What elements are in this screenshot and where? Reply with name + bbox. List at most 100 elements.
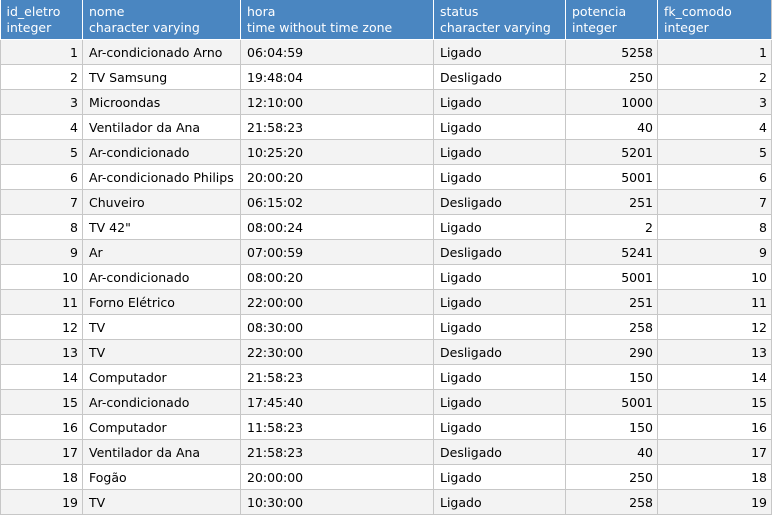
cell-hora[interactable]: 07:00:59 [240, 239, 434, 265]
cell-fk-comodo[interactable]: 19 [657, 489, 772, 515]
cell-potencia[interactable]: 5001 [565, 389, 658, 415]
cell-id-eletro[interactable]: 7 [0, 189, 83, 215]
cell-nome[interactable]: TV [82, 339, 241, 365]
cell-potencia[interactable]: 5258 [565, 39, 658, 65]
cell-status[interactable]: Ligado [433, 39, 566, 65]
cell-nome[interactable]: TV Samsung [82, 64, 241, 90]
table-row[interactable]: 5 Ar-condicionado 10:25:20 Ligado 5201 5 [0, 139, 772, 165]
cell-id-eletro[interactable]: 15 [0, 389, 83, 415]
cell-status[interactable]: Desligado [433, 439, 566, 465]
cell-status[interactable]: Ligado [433, 489, 566, 515]
cell-status[interactable]: Ligado [433, 214, 566, 240]
table-row[interactable]: 12 TV 08:30:00 Ligado 258 12 [0, 314, 772, 340]
cell-status[interactable]: Ligado [433, 289, 566, 315]
table-row[interactable]: 18 Fogão 20:00:00 Ligado 250 18 [0, 464, 772, 490]
cell-hora[interactable]: 22:00:00 [240, 289, 434, 315]
cell-id-eletro[interactable]: 8 [0, 214, 83, 240]
cell-hora[interactable]: 06:15:02 [240, 189, 434, 215]
cell-id-eletro[interactable]: 5 [0, 139, 83, 165]
cell-id-eletro[interactable]: 14 [0, 364, 83, 390]
cell-potencia[interactable]: 1000 [565, 89, 658, 115]
cell-potencia[interactable]: 2 [565, 214, 658, 240]
cell-nome[interactable]: TV [82, 489, 241, 515]
cell-potencia[interactable]: 258 [565, 314, 658, 340]
cell-potencia[interactable]: 251 [565, 289, 658, 315]
cell-potencia[interactable]: 250 [565, 64, 658, 90]
cell-fk-comodo[interactable]: 12 [657, 314, 772, 340]
cell-status[interactable]: Desligado [433, 239, 566, 265]
cell-nome[interactable]: TV 42" [82, 214, 241, 240]
cell-id-eletro[interactable]: 11 [0, 289, 83, 315]
cell-status[interactable]: Ligado [433, 164, 566, 190]
cell-nome[interactable]: Ar-condicionado Philips [82, 164, 241, 190]
cell-fk-comodo[interactable]: 18 [657, 464, 772, 490]
cell-hora[interactable]: 21:58:23 [240, 114, 434, 140]
cell-fk-comodo[interactable]: 14 [657, 364, 772, 390]
cell-fk-comodo[interactable]: 6 [657, 164, 772, 190]
table-row[interactable]: 11 Forno Elétrico 22:00:00 Ligado 251 11 [0, 289, 772, 315]
cell-status[interactable]: Ligado [433, 364, 566, 390]
cell-potencia[interactable]: 290 [565, 339, 658, 365]
cell-status[interactable]: Desligado [433, 189, 566, 215]
column-header-nome[interactable]: nome character varying [82, 0, 241, 40]
cell-fk-comodo[interactable]: 3 [657, 89, 772, 115]
cell-id-eletro[interactable]: 12 [0, 314, 83, 340]
cell-hora[interactable]: 10:25:20 [240, 139, 434, 165]
cell-status[interactable]: Ligado [433, 314, 566, 340]
cell-hora[interactable]: 06:04:59 [240, 39, 434, 65]
cell-id-eletro[interactable]: 17 [0, 439, 83, 465]
cell-nome[interactable]: Ar-condicionado [82, 389, 241, 415]
cell-hora[interactable]: 20:00:20 [240, 164, 434, 190]
cell-hora[interactable]: 08:00:20 [240, 264, 434, 290]
cell-status[interactable]: Ligado [433, 139, 566, 165]
cell-fk-comodo[interactable]: 2 [657, 64, 772, 90]
cell-id-eletro[interactable]: 6 [0, 164, 83, 190]
cell-nome[interactable]: Chuveiro [82, 189, 241, 215]
table-row[interactable]: 13 TV 22:30:00 Desligado 290 13 [0, 339, 772, 365]
cell-nome[interactable]: Microondas [82, 89, 241, 115]
cell-fk-comodo[interactable]: 13 [657, 339, 772, 365]
table-row[interactable]: 19 TV 10:30:00 Ligado 258 19 [0, 489, 772, 515]
cell-id-eletro[interactable]: 3 [0, 89, 83, 115]
cell-potencia[interactable]: 5001 [565, 164, 658, 190]
cell-potencia[interactable]: 258 [565, 489, 658, 515]
cell-potencia[interactable]: 150 [565, 364, 658, 390]
table-row[interactable]: 1 Ar-condicionado Arno 06:04:59 Ligado 5258 1 [0, 39, 772, 65]
cell-nome[interactable]: Ar [82, 239, 241, 265]
table-row[interactable]: 4 Ventilador da Ana 21:58:23 Ligado 40 4 [0, 114, 772, 140]
cell-fk-comodo[interactable]: 9 [657, 239, 772, 265]
cell-potencia[interactable]: 251 [565, 189, 658, 215]
table-row[interactable]: 8 TV 42" 08:00:24 Ligado 2 8 [0, 214, 772, 240]
column-header-id-eletro[interactable]: id_eletro integer [0, 0, 83, 40]
cell-nome[interactable]: Ventilador da Ana [82, 439, 241, 465]
cell-status[interactable]: Ligado [433, 114, 566, 140]
cell-fk-comodo[interactable]: 16 [657, 414, 772, 440]
cell-potencia[interactable]: 5241 [565, 239, 658, 265]
cell-fk-comodo[interactable]: 8 [657, 214, 772, 240]
cell-nome[interactable]: Computador [82, 414, 241, 440]
cell-potencia[interactable]: 250 [565, 464, 658, 490]
cell-nome[interactable]: Computador [82, 364, 241, 390]
cell-id-eletro[interactable]: 10 [0, 264, 83, 290]
cell-potencia[interactable]: 40 [565, 114, 658, 140]
table-row[interactable]: 15 Ar-condicionado 17:45:40 Ligado 5001 15 [0, 389, 772, 415]
cell-potencia[interactable]: 150 [565, 414, 658, 440]
table-row[interactable]: 14 Computador 21:58:23 Ligado 150 14 [0, 364, 772, 390]
cell-fk-comodo[interactable]: 7 [657, 189, 772, 215]
cell-status[interactable]: Desligado [433, 64, 566, 90]
cell-hora[interactable]: 17:45:40 [240, 389, 434, 415]
cell-hora[interactable]: 12:10:00 [240, 89, 434, 115]
table-row[interactable]: 17 Ventilador da Ana 21:58:23 Desligado 40 17 [0, 439, 772, 465]
cell-id-eletro[interactable]: 4 [0, 114, 83, 140]
cell-hora[interactable]: 22:30:00 [240, 339, 434, 365]
cell-status[interactable]: Ligado [433, 264, 566, 290]
cell-hora[interactable]: 08:00:24 [240, 214, 434, 240]
cell-status[interactable]: Ligado [433, 389, 566, 415]
cell-nome[interactable]: Ventilador da Ana [82, 114, 241, 140]
cell-hora[interactable]: 11:58:23 [240, 414, 434, 440]
table-row[interactable]: 2 TV Samsung 19:48:04 Desligado 250 2 [0, 64, 772, 90]
cell-id-eletro[interactable]: 18 [0, 464, 83, 490]
column-header-status[interactable]: status character varying [433, 0, 566, 40]
table-row[interactable]: 10 Ar-condicionado 08:00:20 Ligado 5001 10 [0, 264, 772, 290]
cell-status[interactable]: Ligado [433, 414, 566, 440]
